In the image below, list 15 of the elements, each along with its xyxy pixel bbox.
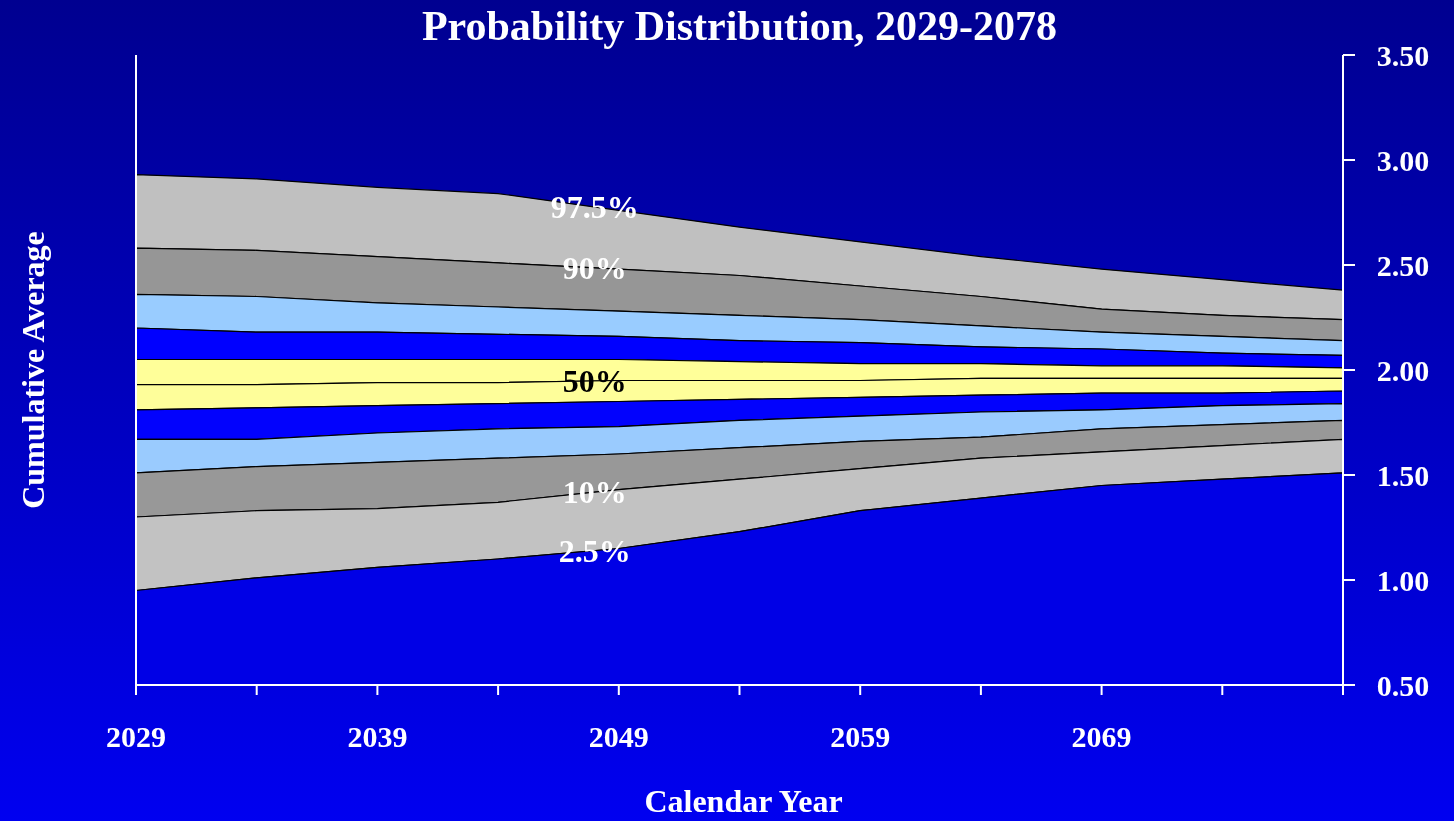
y-tick-label: 3.00 bbox=[1376, 143, 1430, 177]
y-tick-label: 2.50 bbox=[1376, 248, 1430, 282]
y-tick-label: 1.00 bbox=[1376, 563, 1430, 597]
x-axis-title: Calendar Year bbox=[644, 783, 843, 819]
x-tick-label: 2059 bbox=[830, 720, 891, 753]
y-tick-label: 3.50 bbox=[1376, 38, 1430, 72]
y-tick-label: 1.50 bbox=[1376, 458, 1430, 492]
x-tick-label: 2049 bbox=[588, 720, 649, 753]
x-tick-label: 2069 bbox=[1071, 720, 1132, 753]
x-tick-label: 2039 bbox=[347, 720, 408, 753]
y-axis-title: Cumulative Average bbox=[15, 231, 51, 509]
y-tick-label: 0.50 bbox=[1376, 668, 1430, 702]
y-tick-label: 2.00 bbox=[1376, 353, 1430, 387]
x-tick-label: 2029 bbox=[106, 720, 166, 753]
chart-title: Probability Distribution, 2029-2078 bbox=[421, 3, 1058, 49]
